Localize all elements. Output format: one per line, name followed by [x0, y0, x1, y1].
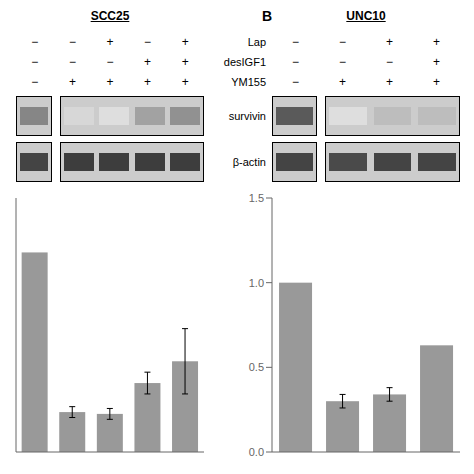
html-text:UNC10: UNC10: [346, 9, 386, 23]
html-text:Lap: Lap: [247, 36, 266, 48]
html-text:desIGF1: desIGF1: [223, 56, 266, 68]
html-text:β-actin: β-actin: [232, 156, 266, 168]
svg-text:0.0: 0.0: [249, 446, 264, 458]
svg-text:1.0: 1.0: [249, 277, 264, 289]
html-text:B: B: [262, 8, 273, 24]
html-text:survivin: survivin: [228, 110, 266, 122]
svg-text:1.5: 1.5: [249, 192, 264, 204]
html-text:SCC25: SCC25: [90, 9, 130, 23]
html-text:YM155: YM155: [231, 76, 266, 88]
svg-text:0.5: 0.5: [249, 361, 264, 373]
